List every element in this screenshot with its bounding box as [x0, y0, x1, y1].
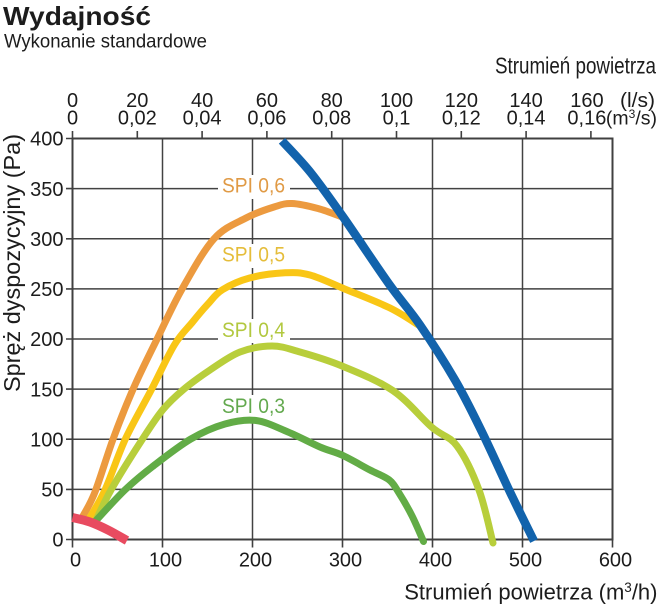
svg-text:250: 250 — [30, 279, 63, 301]
svg-text:150: 150 — [30, 379, 63, 401]
svg-text:100: 100 — [30, 429, 63, 451]
svg-text:SPI 0,5: SPI 0,5 — [222, 243, 285, 267]
svg-text:20: 20 — [126, 90, 148, 112]
svg-text:0: 0 — [67, 90, 78, 112]
svg-text:200: 200 — [30, 329, 63, 351]
svg-text:80: 80 — [321, 90, 343, 112]
svg-text:0: 0 — [70, 550, 81, 572]
svg-text:0,16: 0,16 — [567, 108, 606, 130]
svg-text:400: 400 — [419, 550, 452, 572]
svg-text:0: 0 — [52, 530, 63, 552]
svg-text:100: 100 — [380, 90, 413, 112]
svg-text:350: 350 — [30, 179, 63, 201]
svg-text:0: 0 — [67, 108, 78, 130]
svg-text:60: 60 — [256, 90, 278, 112]
svg-text:0,02: 0,02 — [118, 108, 157, 130]
svg-text:SPI 0,4: SPI 0,4 — [222, 318, 285, 342]
svg-text:0,14: 0,14 — [507, 108, 546, 130]
svg-text:Spręż dyspozycyjny (Pa): Spręż dyspozycyjny (Pa) — [0, 134, 25, 392]
svg-text:0,08: 0,08 — [312, 108, 351, 130]
svg-text:0,04: 0,04 — [183, 108, 222, 130]
svg-text:40: 40 — [191, 90, 213, 112]
svg-text:400: 400 — [30, 129, 63, 151]
svg-text:(l/s): (l/s) — [620, 89, 655, 112]
svg-text:0,12: 0,12 — [442, 108, 481, 130]
svg-text:Wydajność: Wydajność — [3, 1, 151, 31]
svg-text:100: 100 — [149, 550, 182, 572]
svg-text:140: 140 — [509, 90, 542, 112]
svg-text:600: 600 — [599, 550, 632, 572]
svg-text:(m3/s): (m3/s) — [606, 107, 657, 130]
svg-text:Strumień powietrza (m3/h): Strumień powietrza (m3/h) — [404, 580, 657, 605]
svg-text:300: 300 — [30, 229, 63, 251]
svg-text:120: 120 — [445, 90, 478, 112]
svg-text:SPI 0,6: SPI 0,6 — [222, 173, 285, 197]
svg-text:Wykonanie standardowe: Wykonanie standardowe — [4, 31, 207, 53]
svg-text:Strumień powietrza: Strumień powietrza — [495, 53, 656, 79]
svg-text:160: 160 — [570, 90, 603, 112]
svg-text:500: 500 — [509, 550, 542, 572]
svg-text:300: 300 — [329, 550, 362, 572]
svg-text:0,06: 0,06 — [247, 108, 286, 130]
svg-text:200: 200 — [239, 550, 272, 572]
svg-text:50: 50 — [41, 480, 63, 502]
svg-text:0,1: 0,1 — [383, 108, 411, 130]
svg-text:SPI 0,3: SPI 0,3 — [222, 394, 285, 418]
